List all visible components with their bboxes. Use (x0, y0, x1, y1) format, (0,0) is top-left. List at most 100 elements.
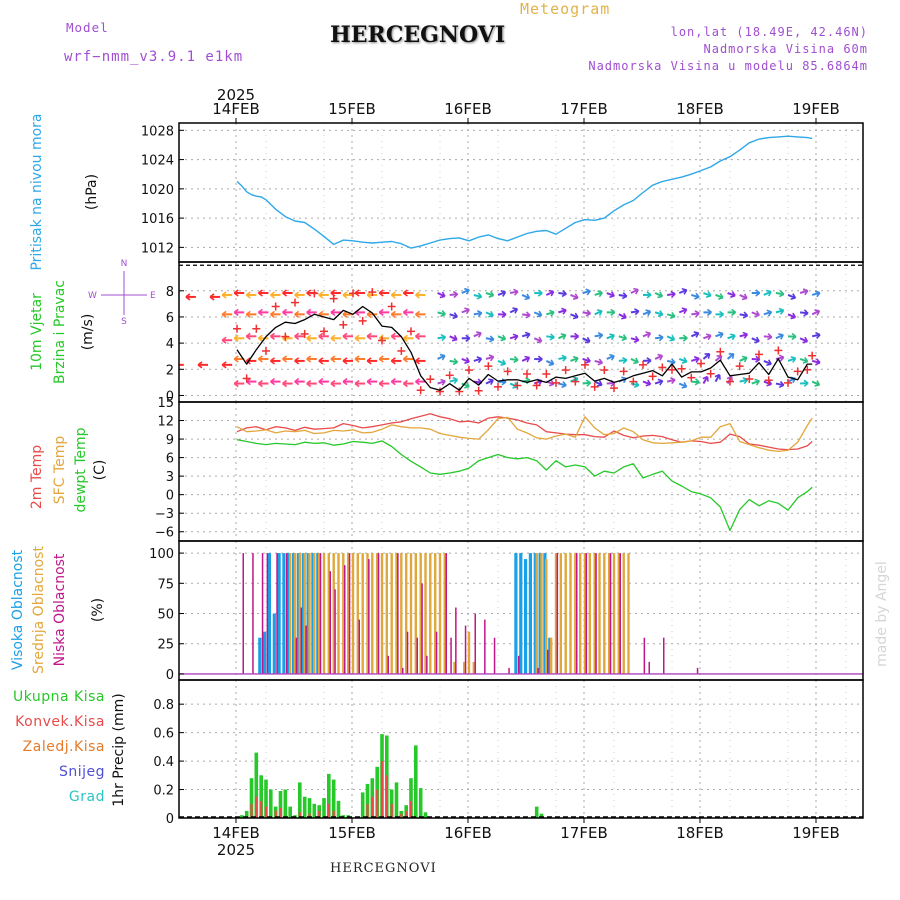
cloud-mid-bar (322, 553, 326, 674)
wind-arrowhead (402, 289, 408, 294)
cloud-mid-bar (414, 553, 417, 674)
wind-arrowhead (610, 308, 616, 314)
cloud-low-bar (518, 655, 520, 674)
model-altitude-label: Nadmorska Visina u modelu 85.6864m (588, 59, 868, 73)
precip-total-bar (240, 815, 244, 818)
cloud-mid-bar (579, 553, 582, 674)
wind-arrowhead (792, 312, 797, 318)
wind-arrowhead (550, 311, 555, 317)
cloud-low-bar (547, 649, 549, 674)
wind-arrowhead (694, 296, 700, 300)
wind-arrowhead (174, 295, 178, 298)
precip-total-bar (418, 788, 423, 818)
wind-arrowhead (464, 287, 470, 291)
cloud-mid-bar (559, 553, 562, 674)
wind-arrowhead (659, 355, 664, 361)
wind-arrowhead (585, 360, 591, 364)
wind-arrowhead (441, 336, 447, 342)
wind-arrowhead (815, 361, 821, 366)
wind-arrowhead (453, 334, 458, 341)
date-label-top: 19FEB (792, 100, 839, 118)
precip-total-bar (322, 798, 326, 818)
precip-total-bar (394, 782, 399, 818)
wind-arrowhead (415, 310, 420, 315)
wind-arrowhead (585, 312, 591, 317)
wind-arrowhead (330, 334, 336, 339)
precip-total-bar (259, 775, 263, 818)
wind-arrowhead (780, 334, 784, 340)
wind-arrowhead (233, 355, 239, 360)
wind-arrowhead (526, 293, 531, 299)
wind-arrowhead (635, 289, 639, 295)
wind-arrowhead (742, 314, 748, 319)
wind-arrowhead (245, 291, 251, 296)
wind-arrowhead (198, 383, 202, 386)
wind-arrowhead (802, 360, 808, 364)
wind-arrowhead (550, 333, 555, 338)
wind-arrowhead (755, 292, 761, 297)
wind-arrowhead (743, 333, 749, 339)
wind-arrowhead (477, 358, 483, 364)
wind-arrowhead (222, 386, 226, 389)
wind-arrowhead (695, 378, 700, 383)
wind-arrowhead (390, 377, 396, 383)
cloud-mid-bar (318, 553, 321, 674)
wind-arrowhead (342, 291, 348, 296)
cloud-low-bar (619, 553, 621, 674)
wind-arrowhead (714, 373, 720, 378)
wind-arrowhead (186, 387, 190, 390)
y-tick-label: 0.6 (153, 727, 174, 742)
wind-arrowhead (671, 358, 676, 364)
wind-arrowhead (210, 384, 214, 387)
cloud-high-bar (538, 553, 542, 674)
wind-arrowhead (477, 312, 483, 318)
wind-arrowhead (366, 332, 372, 337)
wind-arrow (690, 332, 700, 338)
footer-station: HERCEGNOVI (330, 861, 437, 876)
wind-arrowhead (572, 355, 579, 359)
wind-arrowhead (707, 335, 712, 341)
wind-arrowhead (683, 381, 688, 388)
precip-total-bar (278, 791, 283, 818)
wind-arrowhead (476, 296, 482, 300)
wind-arrowhead (502, 291, 507, 297)
wind-arrowhead (562, 334, 567, 340)
wind-arrowhead (441, 309, 446, 315)
wind-arrowhead (803, 312, 809, 317)
wind-arrowhead (683, 289, 688, 295)
wind-arrowhead (270, 310, 275, 315)
precip-legend-item: Konvek.Kisa (15, 714, 105, 730)
wind-arrowhead (597, 331, 603, 336)
pressure-unit-label: (hPa) (84, 174, 100, 210)
wind-arrowhead (257, 355, 263, 360)
precip-total-bar (336, 800, 341, 818)
cloud-mid-bar (308, 553, 311, 674)
wind-arrowhead (609, 353, 615, 357)
y-tick-label: 0.4 (153, 755, 174, 770)
precip-convective-bar (390, 803, 393, 818)
cloud-high-bar (533, 553, 537, 674)
wind-arrowhead (245, 332, 251, 337)
precip-convective-bar (405, 810, 408, 818)
cloud-low-bar (576, 553, 578, 674)
wind-arrow (522, 313, 531, 317)
wind-arrowhead (536, 340, 542, 344)
wind-arrowhead (282, 308, 288, 314)
y-tick-label: 50 (157, 608, 174, 623)
wind-arrowhead (802, 340, 808, 344)
wind-arrowhead (464, 385, 470, 389)
cloud-mid-bar (574, 553, 577, 674)
cloud-high-bar (311, 553, 315, 674)
wind-arrowhead (586, 290, 591, 296)
precip-convective-bar (376, 789, 379, 818)
wind-arrowhead (610, 355, 615, 361)
wind-arrowhead (790, 297, 796, 300)
wind-arrowhead (681, 307, 687, 311)
wind-arrowhead (585, 288, 591, 292)
cloud-mid-bar (603, 553, 606, 674)
cloud-high-bar (296, 553, 300, 674)
wind-arrowhead (646, 359, 652, 365)
wind-arrowhead (682, 337, 688, 342)
precip-total-bar (298, 782, 302, 818)
cloud-high-bar (282, 553, 286, 674)
